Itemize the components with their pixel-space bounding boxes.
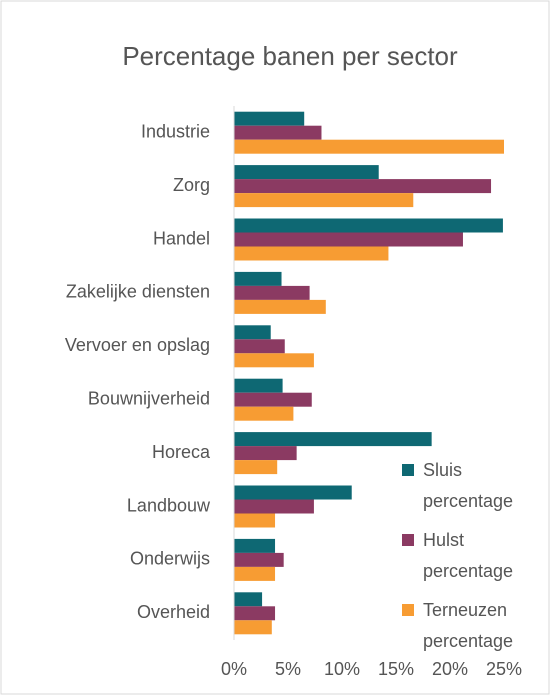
y-tick-label: Handel bbox=[153, 228, 210, 248]
legend-label: Hulst percentage bbox=[423, 530, 514, 581]
x-tick-label: 0% bbox=[221, 659, 247, 679]
bar bbox=[234, 538, 276, 553]
bar bbox=[234, 271, 282, 286]
bar bbox=[234, 165, 379, 180]
bar bbox=[234, 499, 314, 514]
bar bbox=[234, 406, 294, 421]
y-tick-label: Zorg bbox=[173, 175, 210, 195]
y-tick-label: Zakelijke diensten bbox=[66, 282, 210, 302]
bar bbox=[234, 552, 284, 567]
bar bbox=[234, 392, 312, 407]
bar bbox=[234, 179, 492, 194]
x-tick-label: 20% bbox=[432, 659, 468, 679]
bar bbox=[234, 620, 272, 635]
bar bbox=[234, 325, 271, 340]
bar bbox=[234, 125, 322, 140]
bar bbox=[234, 139, 504, 154]
bar bbox=[234, 111, 305, 126]
legend-swatch bbox=[402, 604, 414, 616]
legend-swatch bbox=[402, 464, 414, 476]
bar bbox=[234, 232, 463, 247]
y-tick-label: Industrie bbox=[141, 121, 210, 141]
x-tick-label: 10% bbox=[324, 659, 360, 679]
y-tick-label: Overheid bbox=[137, 602, 210, 622]
x-tick-label: 25% bbox=[486, 659, 522, 679]
chart-title: Percentage banen per sector bbox=[122, 41, 458, 71]
legend-swatch bbox=[402, 534, 414, 546]
bar bbox=[234, 339, 285, 354]
x-tick-label: 15% bbox=[378, 659, 414, 679]
y-tick-label: Horeca bbox=[152, 442, 211, 462]
legend-label: Terneuzen percentage bbox=[423, 600, 514, 651]
bar bbox=[234, 246, 389, 261]
bar bbox=[234, 193, 414, 208]
bar bbox=[234, 218, 503, 233]
bar bbox=[234, 566, 276, 581]
bar bbox=[234, 432, 432, 447]
bar bbox=[234, 378, 283, 393]
y-tick-label: Landbouw bbox=[127, 495, 211, 515]
bar bbox=[234, 592, 263, 607]
y-tick-label: Vervoer en opslag bbox=[65, 335, 210, 355]
bar bbox=[234, 285, 310, 300]
bar bbox=[234, 485, 352, 500]
x-tick-label: 5% bbox=[275, 659, 301, 679]
y-tick-label: Onderwijs bbox=[130, 549, 210, 569]
bar bbox=[234, 446, 297, 461]
bar bbox=[234, 513, 276, 528]
legend-label: Sluis percentage bbox=[423, 460, 514, 511]
bar bbox=[234, 460, 278, 475]
bar bbox=[234, 299, 326, 314]
bar bbox=[234, 606, 276, 621]
bar bbox=[234, 353, 314, 368]
y-tick-label: Bouwnijverheid bbox=[88, 388, 210, 408]
